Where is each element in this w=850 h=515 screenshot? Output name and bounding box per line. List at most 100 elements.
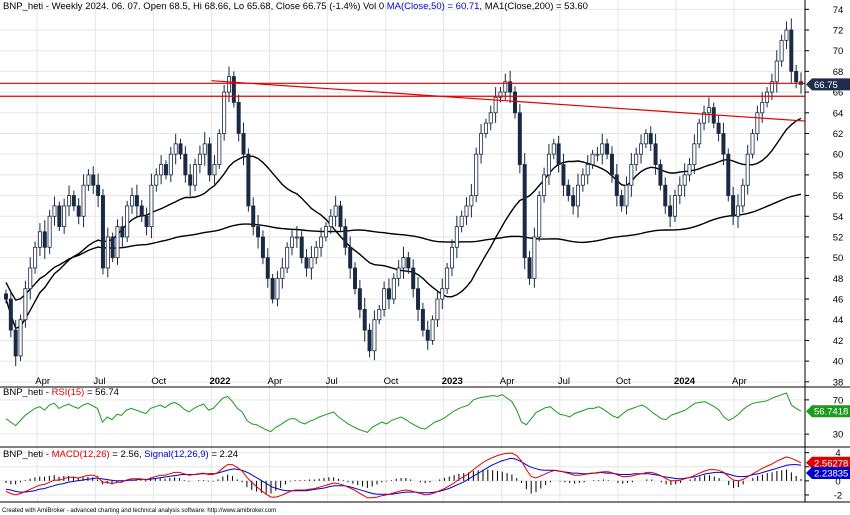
rsi-badge-bg [806,405,850,418]
candle-up [740,184,745,207]
price-tick-label: 58 [833,170,844,181]
candle-up [576,184,581,207]
candle-up [290,236,295,248]
price-badge-bg [806,78,850,91]
price-tick-label: 62 [833,129,844,140]
pane-borders [0,0,850,503]
candle-up [503,81,508,93]
price-tick-label: 50 [833,253,844,264]
candle-down [658,164,663,186]
candle-up [464,205,469,217]
candle-down [668,205,673,217]
candle-up [333,205,338,217]
candle-down [57,205,62,228]
candle-down [357,288,362,310]
candle-up [498,91,503,98]
candle-down [653,143,658,165]
price-badge: 66.75 [806,78,850,91]
candle-down [4,293,9,300]
candle-down [183,153,188,176]
candle-up [193,164,198,186]
candle-down [517,112,522,165]
candle-up [309,257,314,269]
time-axis-label: Oct [616,376,631,387]
macd-grid [0,447,805,502]
candle-down [348,246,353,269]
candle-up [454,226,459,248]
candle-up [115,226,120,259]
candle-down [721,133,726,155]
rsi-header: BNP_heti - RSI(15) = 56.74 [3,387,119,398]
candle-up [634,153,639,165]
macd-pane: 420-2 BNP_heti - MACD(12,26) = 2.56, Sig… [0,447,842,502]
candle-down [362,308,367,331]
candle-up [168,153,173,176]
rsi-line [5,392,802,433]
candle-down [338,205,343,228]
footer-credit: Created with AmiBroker - advanced charti… [2,508,276,514]
time-axis-label: Jul [558,376,570,387]
candle-up [672,195,677,217]
price-badge-text: 66.75 [814,80,838,91]
candle-up [105,236,110,269]
candle-down [231,76,236,103]
descending-trendline [211,80,806,122]
candle-up [67,195,72,207]
candle-up [159,164,164,176]
rsi-badge-text: 56.7418 [814,407,848,418]
candle-down [614,174,619,196]
time-axis-label: 2022 [209,376,230,387]
candle-down [236,102,241,134]
candle-up [435,298,440,321]
signal-badge-text: 2.23835 [814,469,848,480]
candle-up [226,76,231,93]
candle-up [639,143,644,155]
macd-signal-line [5,457,802,495]
candle-up [445,267,450,290]
candle-down [241,133,246,155]
candle-down [13,329,18,357]
candle-up [173,143,178,155]
candle-down [789,29,794,72]
candle-up [377,308,382,321]
candle-up [755,112,760,134]
candle-down [163,164,168,176]
candle-up [774,60,779,83]
candle-up [580,174,585,186]
candle-down [91,174,96,186]
candle-down [425,329,430,341]
candle-down [386,288,391,300]
rsi-pane: 70 30 BNP_heti - RSI(15) = 56.74 [0,387,843,447]
candle-down [139,205,144,217]
rsi-badge: 56.7418 [806,405,850,418]
candle-down [265,257,270,279]
price-tick-label: 54 [833,212,844,223]
price-tick-label: 60 [833,150,844,161]
rsi-axis: 70 30 [805,395,843,441]
macd-header: BNP_heti - MACD(12,26) = 2.56, Signal(12… [3,449,238,460]
candle-up [643,133,648,145]
candle-down [304,257,309,269]
candle-up [372,319,377,352]
candle-down [270,277,275,300]
candle-up [382,288,387,310]
candle-down [566,184,571,196]
signal-badge: 2.23835 [806,467,850,480]
candle-down [76,205,81,217]
candle-down [648,133,653,145]
candle-down [605,143,610,155]
candle-up [294,236,299,239]
time-axis-label: Jul [93,376,105,387]
candle-up [430,319,435,341]
candle-up [391,277,396,300]
candle-down [716,122,721,134]
candle-up [449,246,454,269]
candle-down [178,143,183,155]
candle-down [420,308,425,331]
candle-up [702,112,707,124]
macd-badge: 2.56278 [806,456,850,469]
candle-up [784,29,789,41]
ma200-path [5,193,802,301]
candle-down [256,226,261,238]
trendlines [0,80,806,122]
